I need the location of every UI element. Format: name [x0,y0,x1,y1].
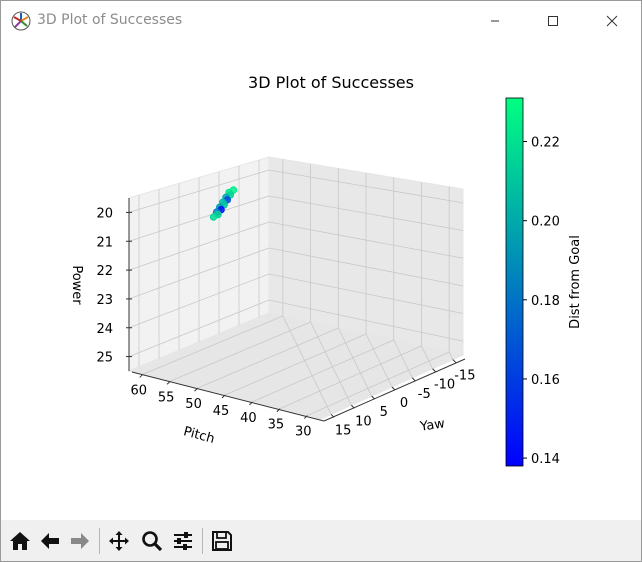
colorbar-ticks: 0.14 0.16 0.18 0.20 0.22 [523,136,560,467]
x-tick-label: -10 [434,378,455,393]
matplotlib-app-icon [11,11,31,31]
maximize-icon [548,16,558,26]
window-title: 3D Plot of Successes [37,12,183,28]
x-tick-label: 0 [400,396,408,411]
x-tick-label: 5 [380,405,388,420]
colorbar-tick-label: 0.22 [531,136,560,151]
data-point [209,213,218,221]
minimize-button[interactable] [483,9,507,33]
colorbar-tick-label: 0.14 [531,452,560,467]
z-tick-label: 22 [96,264,113,279]
arrow-left-icon [41,533,59,549]
z-tick-label: 23 [96,293,113,308]
grid-lines [128,159,464,416]
y-axis-line [131,371,325,422]
floor-pane [127,312,465,420]
zoom-button[interactable] [138,527,166,555]
title-bar[interactable]: 3D Plot of Successes [1,1,641,41]
back-button[interactable] [36,527,64,555]
save-button[interactable] [208,527,236,555]
x-tick-label: -15 [454,369,475,384]
z-tick-label: 20 [96,206,113,221]
figure-canvas[interactable]: 3D Plot of Successes 20 21 22 23 24 25 60 55 50 4… [1,41,641,519]
arrow-right-icon [71,533,89,549]
magnifier-icon [142,531,163,552]
z-tick-label: 21 [96,235,113,250]
floppy-disk-icon [212,531,232,551]
colorbar-tick-label: 0.16 [531,373,560,388]
colorbar-tick-label: 0.20 [531,215,560,230]
forward-button[interactable] [66,527,94,555]
close-icon [606,15,618,27]
z-axis-label: Power [69,265,84,305]
chart-title: 3D Plot of Successes [248,73,414,92]
tick-marks [126,211,457,419]
home-button[interactable] [6,527,34,555]
sliders-icon [174,532,192,550]
move-icon [109,531,129,551]
y-tick-label: 60 [130,383,147,398]
scatter-points [209,186,238,221]
y-tick-label: 50 [185,397,202,412]
toolbar-separator [202,528,203,554]
x-tick-label: 15 [335,423,352,438]
z-tick-label: 24 [96,322,113,337]
maximize-button[interactable] [541,9,565,33]
z-tick-label: 25 [96,351,113,366]
y-axis-label: Pitch [182,424,216,447]
y-tick-label: 35 [268,418,285,433]
y-tick-label: 40 [240,411,257,426]
x-tick-label: 10 [355,414,372,429]
pan-button[interactable] [105,527,133,555]
x-axis-label: Yaw [418,416,446,434]
x-tick-label: -5 [418,387,431,402]
toolbar-separator [99,528,100,554]
colorbar-tick-label: 0.18 [531,294,560,309]
y-tick-label: 55 [158,390,175,405]
home-icon [10,532,30,550]
y-tick-label: 45 [213,404,230,419]
close-button[interactable] [600,9,624,33]
colorbar [505,97,524,467]
colorbar-label: Dist from Goal [568,235,583,329]
y-tick-label: 30 [295,425,312,440]
navigation-toolbar [1,520,641,561]
configure-subplots-button[interactable] [169,527,197,555]
minimize-icon [491,20,499,22]
